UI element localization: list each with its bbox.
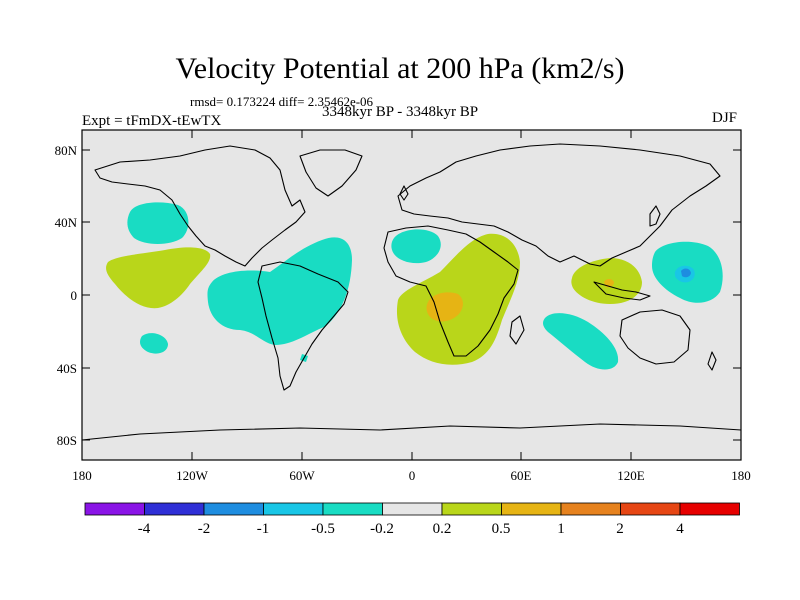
colorbar-swatch <box>322 502 383 516</box>
experiment-label: Expt = tFmDX-tEwTX <box>82 113 222 129</box>
contour-pos-core-africa <box>426 292 463 322</box>
colorbar-label: 1 <box>557 521 565 537</box>
colorbar-swatch <box>382 502 443 516</box>
coast-indonesia <box>593 281 651 301</box>
coast-british-isles <box>399 185 409 201</box>
lon-label-180e: 180 <box>731 468 751 483</box>
colorbar-label: -4 <box>138 521 151 537</box>
coast-greenland <box>299 149 363 197</box>
lat-labels: 80N 40N 0 40S 80S <box>55 143 78 448</box>
lat-axis <box>82 149 741 441</box>
colorbar-label: 4 <box>676 521 684 537</box>
colorbar-swatch <box>501 502 562 516</box>
lon-label-60e: 60E <box>511 468 532 483</box>
colorbar-swatch <box>679 502 740 516</box>
colorbar <box>84 502 740 516</box>
coast-antarctica <box>81 423 742 441</box>
lon-label-120w: 120W <box>176 468 209 483</box>
coast-japan <box>649 205 661 227</box>
coast-south-america <box>257 261 349 391</box>
colorbar-swatch <box>84 502 145 516</box>
contour-neg-north-pacific <box>127 202 189 244</box>
lat-label-80s: 80S <box>57 433 77 448</box>
chart-title: Velocity Potential at 200 hPa (km2/s) <box>175 52 625 85</box>
colorbar-label: -0.2 <box>370 521 394 537</box>
lat-label-40n: 40N <box>55 215 78 230</box>
contour-neg-south-pacific <box>140 333 168 354</box>
contour-neg-tropical-america <box>207 237 352 345</box>
colorbar-label: -1 <box>257 521 270 537</box>
lon-label-180w: 180 <box>72 468 92 483</box>
lat-label-40s: 40S <box>57 361 77 376</box>
colorbar-swatch <box>560 502 621 516</box>
colorbar-label: 0.5 <box>492 521 511 537</box>
colorbar-swatch <box>441 502 502 516</box>
colorbar-labels: -4 -2 -1 -0.5 -0.2 0.2 0.5 1 2 4 <box>138 521 685 537</box>
coast-africa <box>383 225 519 357</box>
stats-subtitle: rmsd= 0.173224 diff= 2.35462e-06 <box>190 94 374 109</box>
period-label: 3348kyr BP - 3348kyr BP <box>322 104 479 120</box>
lat-label-0: 0 <box>71 288 78 303</box>
colorbar-swatch <box>263 502 324 516</box>
coast-australia <box>619 309 691 365</box>
coast-madagascar <box>509 315 525 345</box>
lon-label-0: 0 <box>409 468 416 483</box>
coast-new-zealand <box>707 351 717 371</box>
coast-eurasia <box>397 143 721 267</box>
colorbar-swatch <box>203 502 264 516</box>
coast-north-america <box>94 145 306 267</box>
contour-pos-east-pacific <box>106 247 211 309</box>
lon-label-120e: 120E <box>617 468 645 483</box>
colorbar-label: 2 <box>616 521 624 537</box>
contour-neg-indian-ocean <box>543 313 619 370</box>
colorbar-swatch <box>144 502 205 516</box>
colorbar-label: 0.2 <box>433 521 452 537</box>
lon-labels: 180 120W 60W 0 60E 120E 180 <box>72 468 751 483</box>
lon-label-60w: 60W <box>289 468 315 483</box>
contour-neg-atlantic <box>391 229 441 264</box>
lon-axis <box>81 130 742 460</box>
lat-label-80n: 80N <box>55 143 78 158</box>
contour-neg-inner-west-pacific <box>681 268 691 278</box>
colorbar-swatch <box>620 502 681 516</box>
coastlines <box>81 143 742 441</box>
colorbar-label: -0.5 <box>311 521 335 537</box>
season-label: DJF <box>712 110 738 126</box>
colorbar-label: -2 <box>198 521 211 537</box>
